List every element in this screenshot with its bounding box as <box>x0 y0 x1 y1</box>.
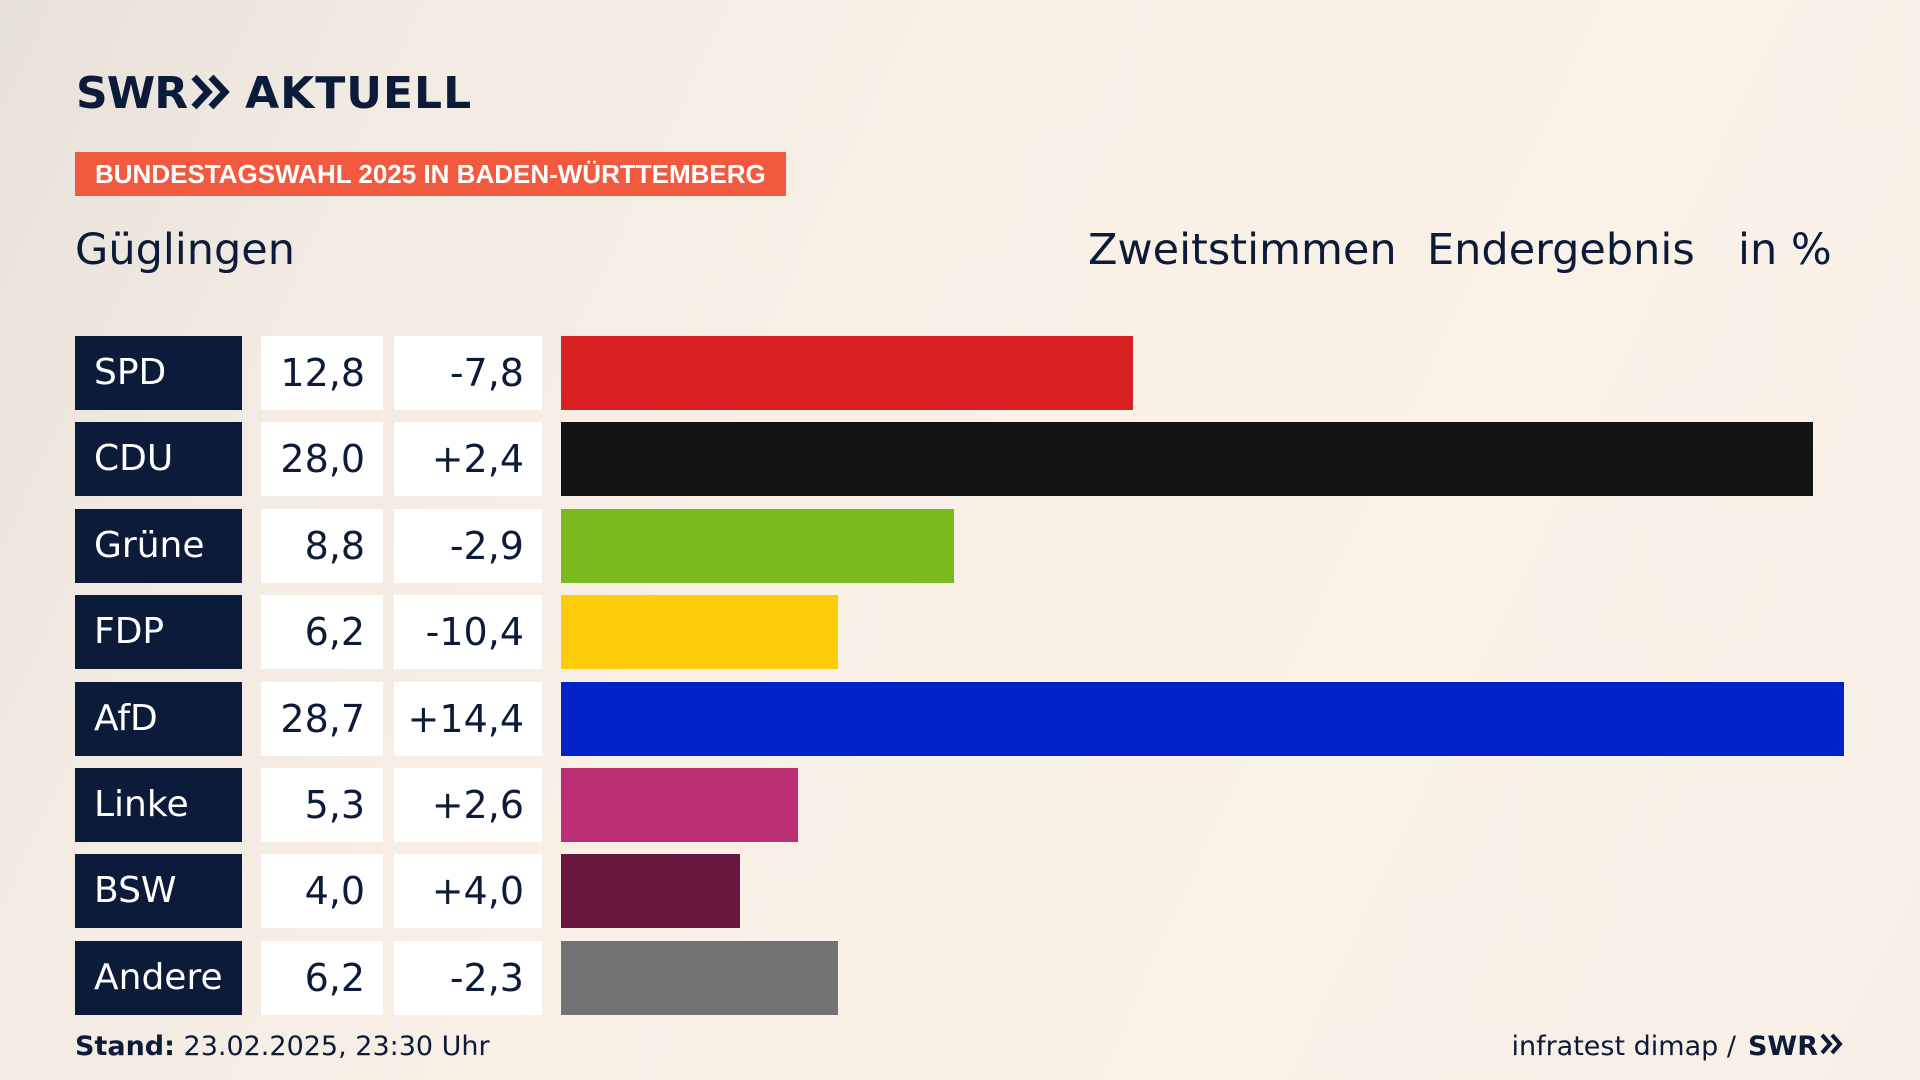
party-label-andere: Andere <box>75 941 242 1015</box>
value-label-andere: 6,2 <box>261 941 383 1015</box>
bar-gr-ne <box>561 509 954 583</box>
party-label-fdp: FDP <box>75 595 242 669</box>
change-label-gr-ne: -2,9 <box>394 509 542 583</box>
result-type-label: Endergebnis <box>1427 225 1695 275</box>
change-label-fdp: -10,4 <box>394 595 542 669</box>
source-label: infratest dimap / <box>1511 1031 1736 1062</box>
value-label-fdp: 6,2 <box>261 595 383 669</box>
party-label-gr-ne: Grüne <box>75 509 242 583</box>
change-label-linke: +2,6 <box>394 768 542 842</box>
place-title: Güglingen <box>75 225 296 275</box>
party-label-bsw: BSW <box>75 854 242 928</box>
logo-brand: SWR <box>76 68 188 119</box>
change-label-spd: -7,8 <box>394 336 542 410</box>
bar-andere <box>561 941 838 1015</box>
party-label-afd: AfD <box>75 682 242 756</box>
double-chevron-right-icon <box>1820 1030 1844 1064</box>
vote-type-label: Zweitstimmen <box>1088 225 1397 275</box>
swr-aktuell-logo: SWR AKTUELL <box>76 66 472 122</box>
bar-cdu <box>561 422 1813 496</box>
logo-name: AKTUELL <box>245 68 473 119</box>
value-label-cdu: 28,0 <box>261 422 383 496</box>
party-label-linke: Linke <box>75 768 242 842</box>
bar-linke <box>561 768 798 842</box>
value-label-bsw: 4,0 <box>261 854 383 928</box>
stand-label: Stand: <box>75 1031 175 1062</box>
footer-brand: SWR <box>1747 1031 1818 1062</box>
value-label-afd: 28,7 <box>261 682 383 756</box>
change-label-cdu: +2,4 <box>394 422 542 496</box>
bar-bsw <box>561 854 740 928</box>
party-label-cdu: CDU <box>75 422 242 496</box>
bar-spd <box>561 336 1133 410</box>
value-label-linke: 5,3 <box>261 768 383 842</box>
stand-value: 23.02.2025, 23:30 Uhr <box>183 1031 490 1062</box>
value-label-spd: 12,8 <box>261 336 383 410</box>
change-label-andere: -2,3 <box>394 941 542 1015</box>
election-banner: BUNDESTAGSWAHL 2025 IN BADEN-WÜRTTEMBERG <box>75 152 786 196</box>
change-label-bsw: +4,0 <box>394 854 542 928</box>
double-chevron-right-icon <box>191 74 231 114</box>
value-label-gr-ne: 8,8 <box>261 509 383 583</box>
party-label-spd: SPD <box>75 336 242 410</box>
bar-fdp <box>561 595 838 669</box>
bar-afd <box>561 682 1844 756</box>
unit-label: in % <box>1738 225 1832 275</box>
change-label-afd: +14,4 <box>394 682 542 756</box>
source-credit: infratest dimap / SWR <box>1511 1030 1844 1064</box>
timestamp: Stand: 23.02.2025, 23:30 Uhr <box>75 1030 490 1064</box>
